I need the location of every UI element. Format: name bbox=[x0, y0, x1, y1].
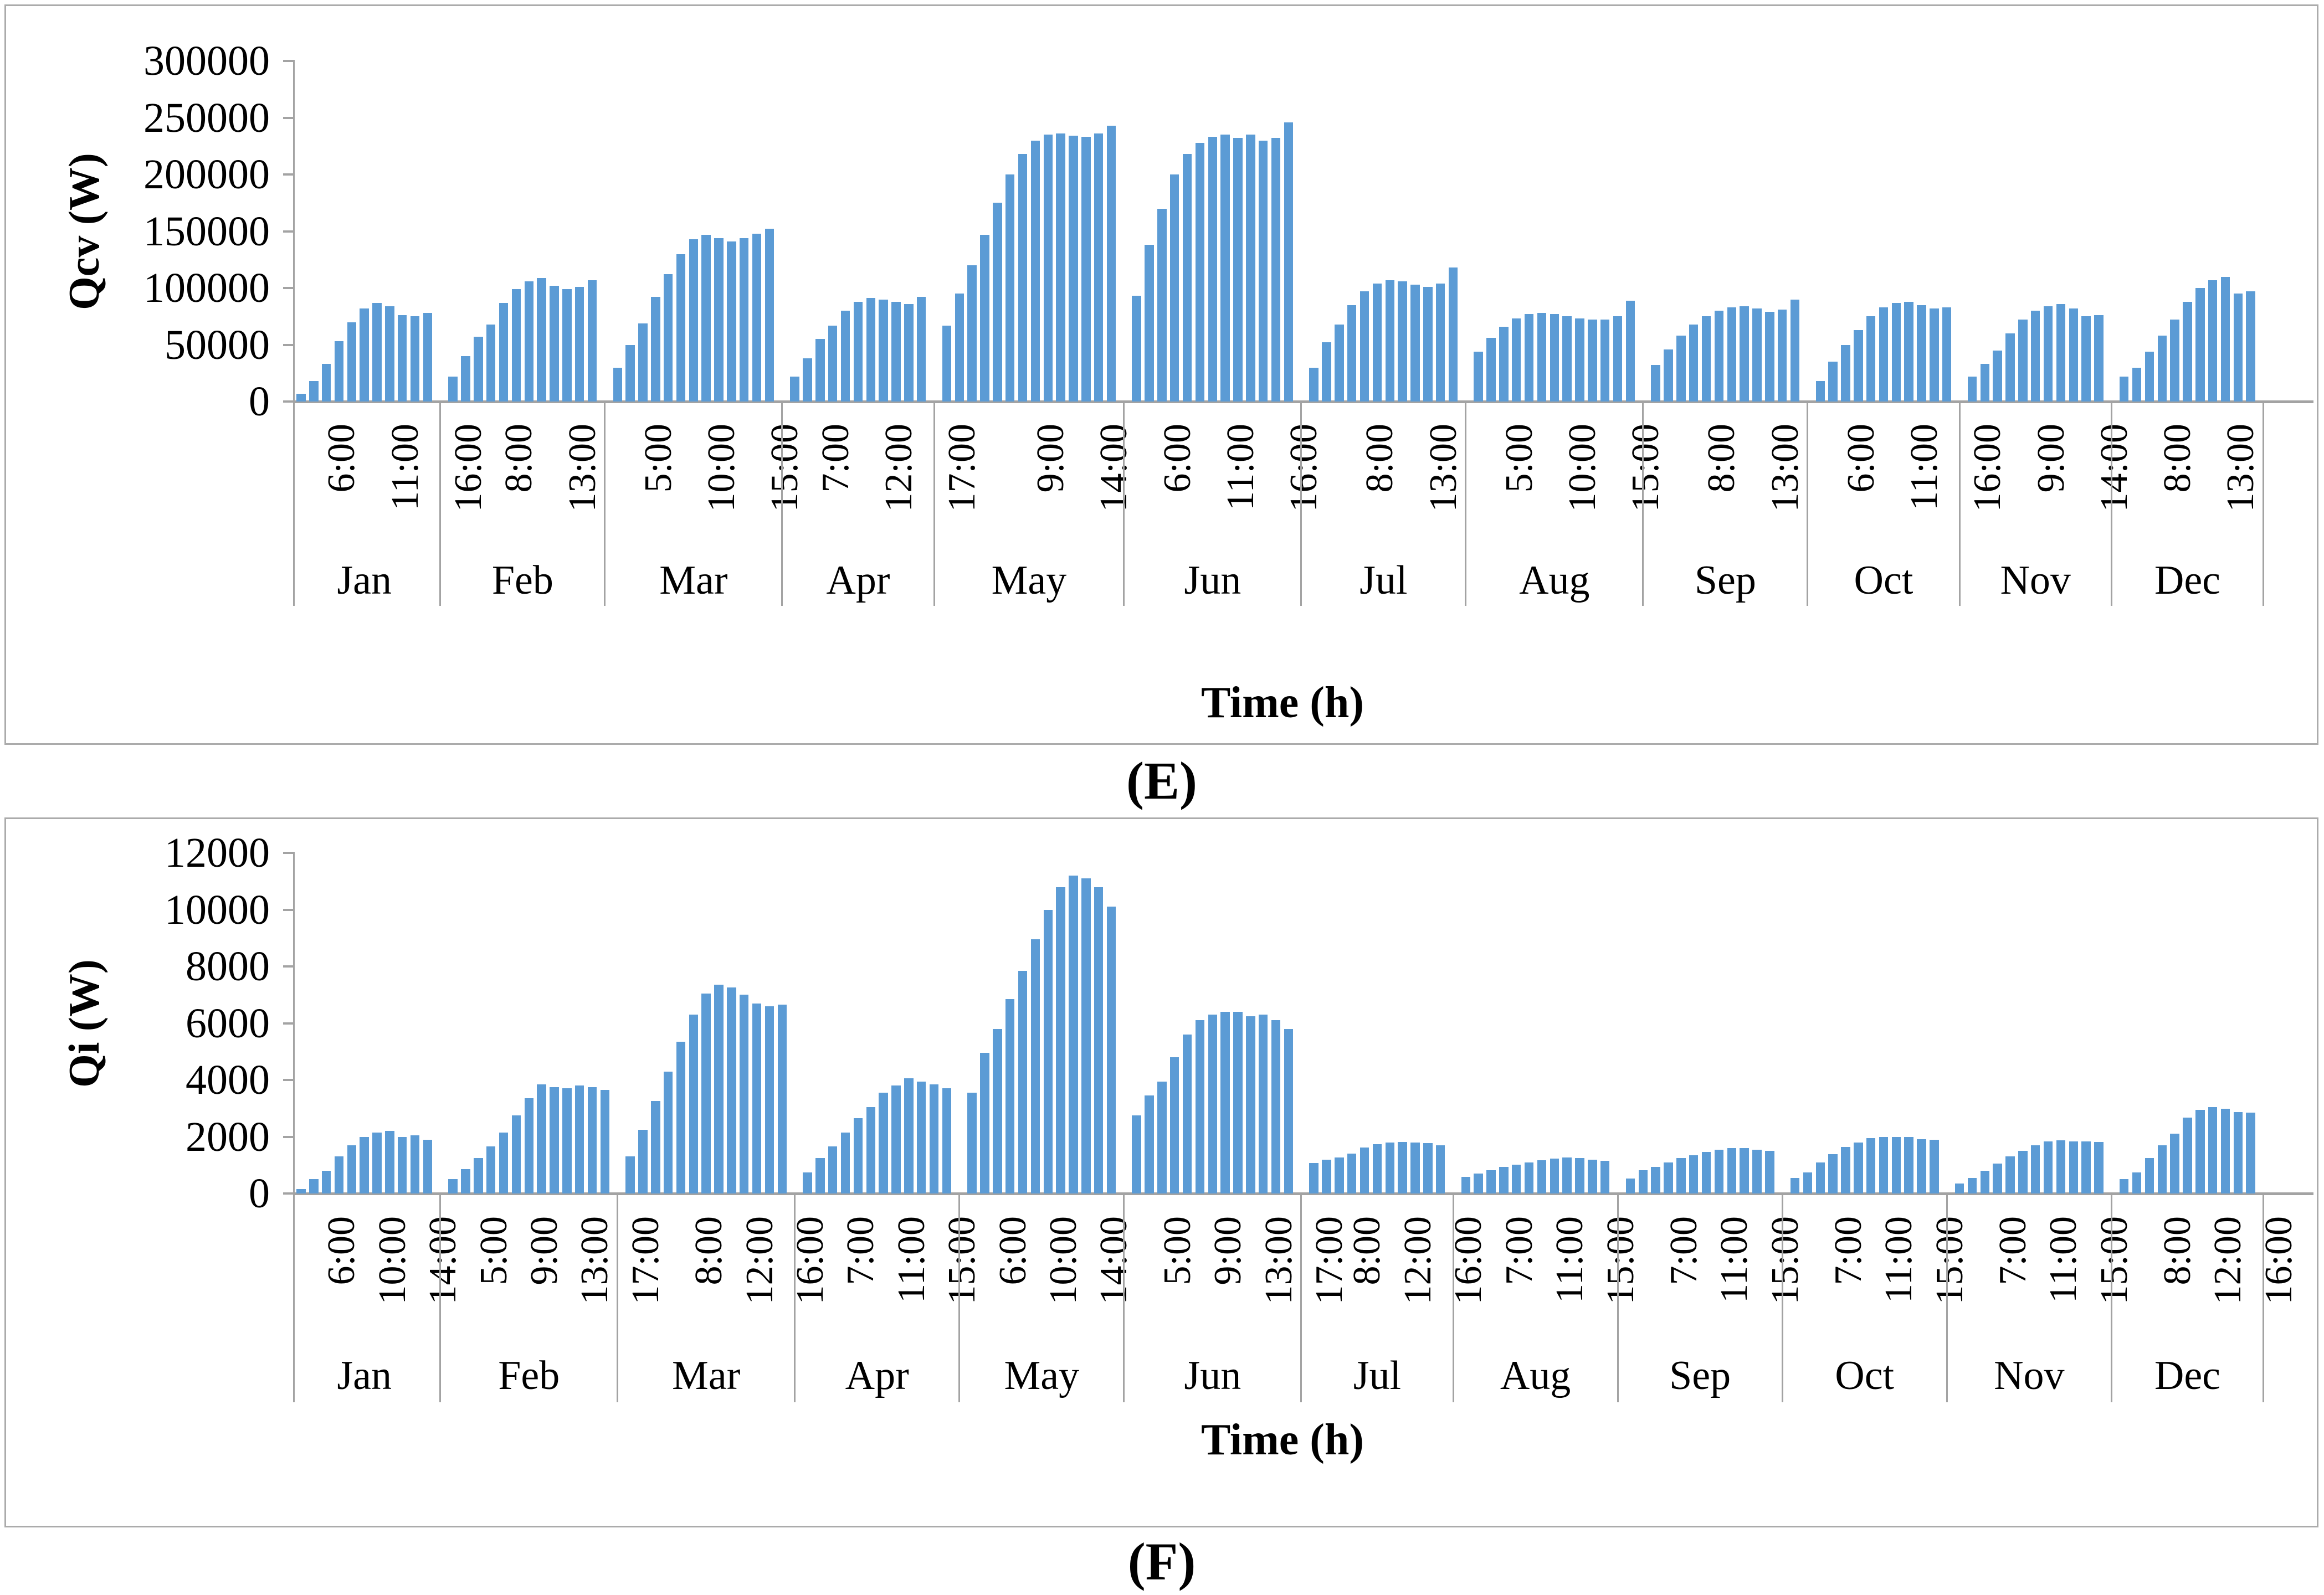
chart-E-x-axis-title: Time (h) bbox=[1201, 678, 1364, 727]
chart-E-y-axis-title: Qcv (W) bbox=[60, 153, 108, 310]
chart-F-caption: (F) bbox=[1127, 1532, 1196, 1591]
chart-E-caption: (E) bbox=[1126, 751, 1197, 810]
chart-F-x-axis-title: Time (h) bbox=[1201, 1416, 1364, 1464]
chart-F-y-axis-title: Qi (W) bbox=[60, 959, 108, 1088]
chart-E-frame bbox=[4, 4, 2318, 745]
